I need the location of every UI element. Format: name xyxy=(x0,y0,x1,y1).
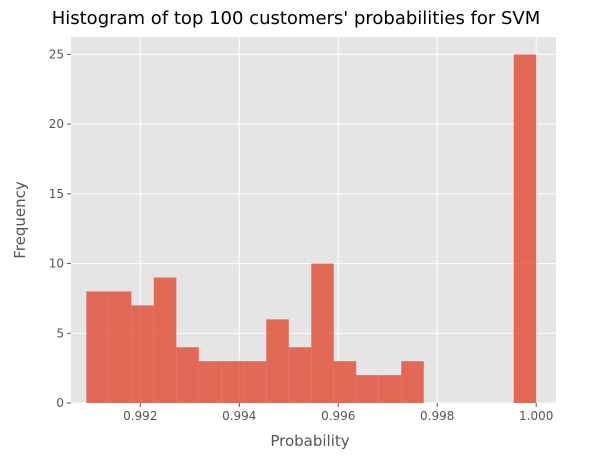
x-tick-label: 0.998 xyxy=(420,409,454,423)
histogram-bar xyxy=(378,375,402,403)
histogram-bar xyxy=(221,361,244,403)
y-tick-label: 20 xyxy=(49,117,64,131)
x-tick-label: 0.994 xyxy=(222,409,256,423)
x-tick-label: 0.996 xyxy=(321,409,355,423)
grid xyxy=(71,37,556,404)
histogram-bar xyxy=(131,305,154,403)
histogram-bar xyxy=(176,347,199,403)
y-tick-label: 0 xyxy=(56,396,64,410)
bars xyxy=(86,54,537,404)
histogram-bar xyxy=(356,375,379,403)
histogram-bar xyxy=(288,347,312,403)
y-tick-label: 5 xyxy=(56,326,64,340)
histogram-bar xyxy=(333,361,357,403)
histogram-bar xyxy=(266,319,289,403)
x-tick-label: 0.992 xyxy=(123,409,157,423)
y-axis-ticks: 0 5 10 15 20 25 xyxy=(49,47,71,410)
histogram-bar xyxy=(153,277,177,403)
histogram-bar xyxy=(401,361,424,403)
x-axis-ticks: 0.992 0.994 0.996 0.998 1.000 xyxy=(123,403,553,423)
x-axis-label: Probability xyxy=(270,432,349,450)
histogram-bar xyxy=(108,291,132,403)
histogram-bar xyxy=(243,361,267,403)
y-tick-label: 25 xyxy=(49,47,64,61)
histogram-bar xyxy=(311,263,334,403)
histogram-bar xyxy=(198,361,222,403)
x-tick-label: 1.000 xyxy=(519,409,553,423)
y-tick-label: 10 xyxy=(49,257,64,271)
y-tick-label: 15 xyxy=(49,187,64,201)
histogram-bar xyxy=(513,54,537,404)
histogram-bar xyxy=(86,291,109,403)
chart-title: Histogram of top 100 customers' probabil… xyxy=(52,8,541,29)
y-axis-label: Frequency xyxy=(11,181,29,259)
